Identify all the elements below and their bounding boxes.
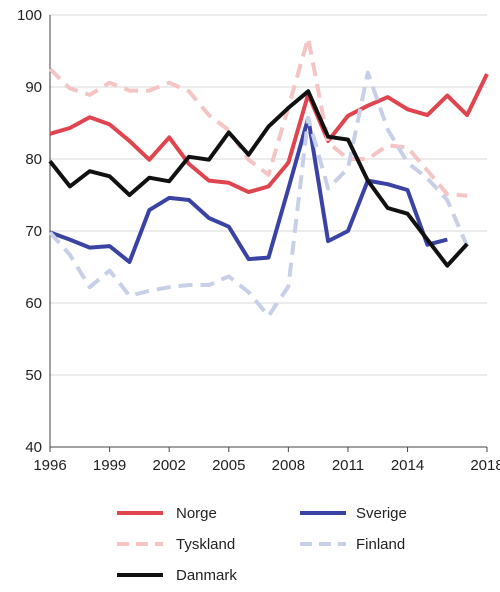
x-axis-tick-labels: 1996 1999 2002 2005 2008 2011 2014 2018 — [33, 447, 500, 474]
x-tick-label: 2005 — [212, 457, 245, 474]
x-tick-label: 2002 — [152, 457, 185, 474]
x-tick-label: 2011 — [332, 457, 364, 474]
y-tick-label: 100 — [17, 7, 42, 24]
y-tick-label: 70 — [25, 223, 42, 240]
legend-label-danmark: Danmark — [176, 567, 237, 584]
legend-label-sverige: Sverige — [356, 505, 407, 522]
plot-frame — [49, 15, 487, 448]
legend-label-finland: Finland — [356, 536, 405, 553]
y-tick-label: 90 — [25, 79, 42, 96]
series-line-norge — [49, 73, 489, 195]
series-line-tyskland — [48, 36, 468, 198]
y-axis-tick-labels: 40 50 60 70 80 90 100 — [17, 7, 42, 456]
x-tick-label: 2018 — [470, 457, 500, 474]
gridlines — [50, 14, 487, 448]
x-tick-label: 2014 — [391, 457, 424, 474]
series-line-finland — [48, 70, 469, 318]
x-tick-label: 1996 — [33, 457, 66, 474]
series-line-sverige — [49, 116, 448, 264]
x-tick-label: 1999 — [93, 457, 126, 474]
y-tick-label: 50 — [25, 367, 42, 384]
series-lines — [48, 36, 489, 318]
y-tick-label: 40 — [25, 439, 42, 456]
legend: Norge Sverige Tyskland Finland Danmark — [117, 505, 407, 584]
series-line-danmark — [48, 89, 469, 268]
legend-label-tyskland: Tyskland — [176, 536, 235, 553]
y-tick-label: 80 — [25, 151, 42, 168]
legend-label-norge: Norge — [176, 505, 217, 522]
y-tick-label: 60 — [25, 295, 42, 312]
x-tick-label: 2008 — [272, 457, 305, 474]
